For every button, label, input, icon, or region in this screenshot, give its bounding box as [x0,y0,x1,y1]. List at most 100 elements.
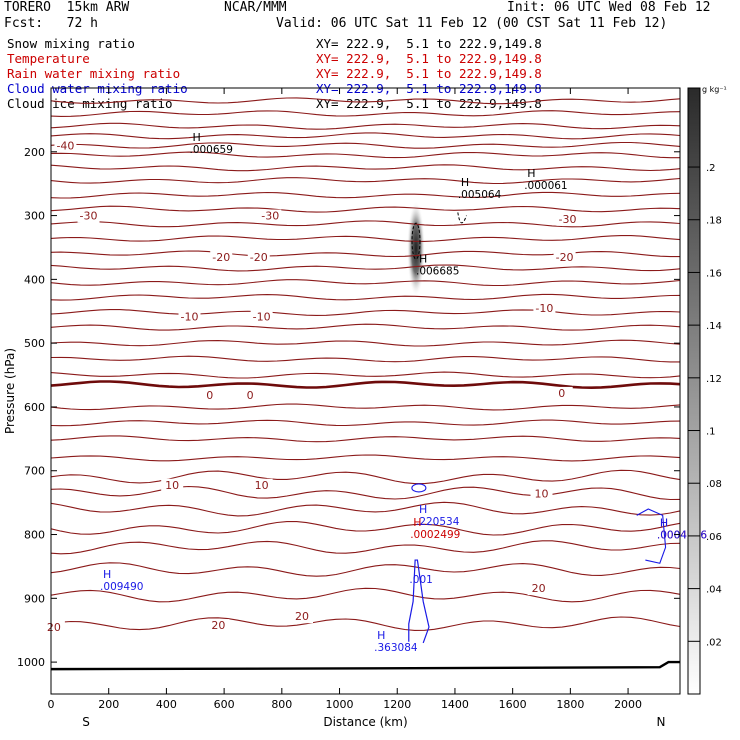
isotherm-label-bg [250,310,273,324]
isotherm-line [50,562,681,577]
snow-shading-layer [406,200,425,297]
isotherm-label: 20 [532,582,546,595]
isotherm-line [50,141,681,149]
x-tick-label: 0 [48,698,55,711]
isotherm-label: 10 [255,479,269,492]
isotherm-label-bg [556,212,579,226]
isotherm-label: 10 [535,488,549,501]
cloud-water-contours [408,212,667,644]
isotherm-label-bg [527,582,550,596]
isotherm-line [50,205,681,213]
extremum-value: .006685 [416,265,459,277]
isotherm-line [50,164,681,172]
isotherm-line [50,191,681,199]
isotherm-line [50,435,681,443]
extremum-marker: H [103,568,111,581]
y-tick-label: 800 [24,529,45,542]
x-tick-label: 800 [271,698,292,711]
isotherm-label: 0 [206,389,213,402]
freezing-level-line [50,380,681,390]
plot-axes: 0 200 400 600 800 1000 1200 1400 1600 1800 2000200… [3,87,681,729]
extremum-value: .009490 [100,581,143,593]
isotherm-label-bg [530,487,553,501]
colorbar-tick-label: .12 [706,374,722,385]
isotherm-label-bg [291,610,314,624]
y-tick-label: 200 [24,146,45,159]
isotherm-label: -40 [56,139,74,152]
isotherm-label-bg [553,251,576,265]
extremum-value: .000659 [189,144,232,156]
colorbar-tick-label: .18 [706,216,722,227]
isotherm-label: -20 [212,251,230,264]
isotherm-label-bg [161,478,184,492]
colorbar-tick-label: .16 [706,268,722,279]
isotherm-line [50,97,681,105]
isotherm-label: -30 [261,210,279,223]
cloud-water-column [408,559,430,644]
isotherm-label: 20 [295,610,309,623]
isotherm-line [50,122,681,130]
colorbar-tick-label: .1 [706,427,716,438]
extremum-value: .220534 [416,516,460,528]
isotherm-line [50,521,681,536]
colorbar-tick-label: .14 [706,321,722,332]
y-tick-label: 700 [24,465,45,478]
extremum-value: .363084 [374,642,418,654]
extremum-marker: H [660,517,668,530]
isotherm-line [50,132,681,140]
temperature-contours [50,97,681,631]
isotherm-label-bg [54,139,77,153]
snow-plume-shading [406,200,425,297]
isotherm-label-bg [533,302,556,316]
isotherm-label-bg [259,209,282,223]
extremum-marker: H [461,176,469,189]
isotherm-line [50,110,681,117]
colorbar-tick-label: .08 [706,479,722,490]
extremum-marker: H [660,517,668,530]
isotherm-line [50,235,681,242]
isotherm-label: -30 [558,213,576,226]
y-tick-label: 300 [24,210,45,223]
isotherm-line [50,587,681,603]
colorbar-tick-label: .02 [706,637,722,648]
isotherm-label-bg [178,310,201,324]
colorbar-tick-label: .04 [706,585,722,596]
x-tick-label: 400 [156,698,177,711]
isotherm-line [50,540,681,555]
center-title: NCAR/MMM [224,0,287,15]
isotherm-label: 20 [47,621,61,634]
colorbar-tick-label: .2 [706,163,716,174]
isotherm-label: -20 [250,251,268,264]
xy-snow: XY= 222.9, 5.1 to 222.9,149.8 [316,36,542,51]
extremum-marker: H [527,167,535,180]
temperature-labels: -40 -30 -30 -30 -20 -20 -20 -10 -10 -10 0 0 0 10 10 10 2… [42,139,579,635]
valid-time: Valid: 06 UTC Sat 11 Feb 12 (00 CST Sat … [276,16,668,31]
x-tick-label: 2000 [614,698,642,711]
extremum-value: .005064 [458,189,502,201]
legend-temperature: Temperature [7,51,90,66]
terrain-layer [50,660,680,671]
isotherm-label: -30 [80,210,98,223]
extrema-labels: H.000659H.000061H.005064H.006685H.220534… [100,131,707,654]
x-tick-label: 1000 [326,698,354,711]
isotherm-label-bg [247,251,270,265]
cloud-water-contour-north [636,508,667,564]
x-tick-label: 600 [214,698,235,711]
isotherm-line [50,454,681,462]
x-tick-label: 1600 [499,698,527,711]
contour-value-label: .001 [409,574,432,586]
isotherm-line [50,371,681,379]
init-time: Init: 06 UTC Wed 08 Feb 12 [507,0,711,15]
colorbar-scale [687,87,701,695]
cloud-ice-contour [457,212,467,224]
terrain-line [50,660,680,671]
extremum-value: .0002499 [410,529,460,541]
extremum-marker: H [419,252,427,265]
isotherm-line [50,355,680,363]
isotherm-line [50,339,681,347]
y-tick-label: 600 [24,401,45,414]
colorbar: .02 .04 .06 .08 .1 .12 .14 .16 .18 .2 g kg⁻¹ [687,85,727,695]
isotherm-label: 20 [211,619,225,632]
isotherm-label-bg [198,388,221,402]
